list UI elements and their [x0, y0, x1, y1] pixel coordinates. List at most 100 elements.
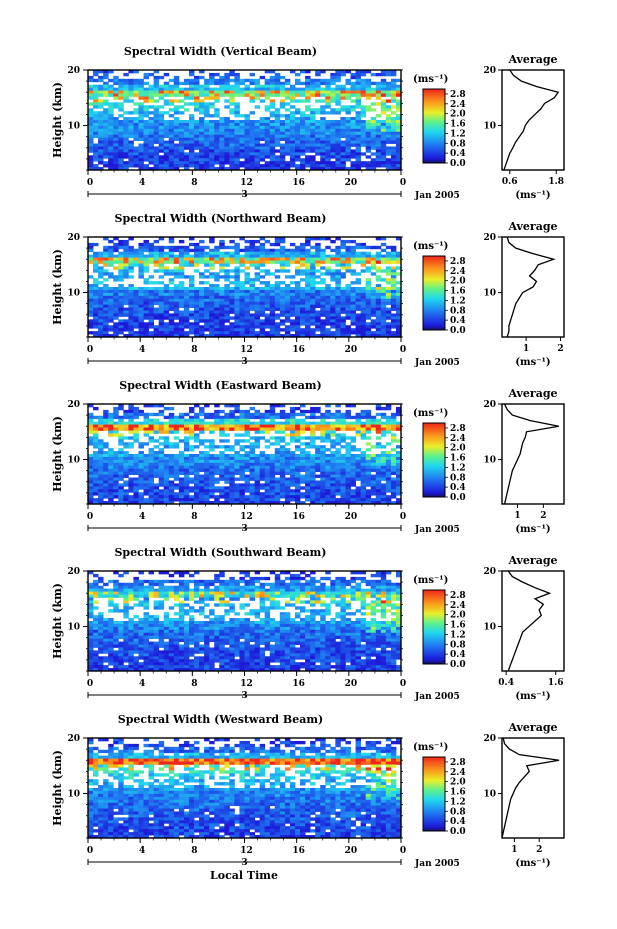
heatmap-cell — [310, 117, 316, 121]
heatmap-cell — [325, 316, 331, 320]
heatmap-cell — [264, 93, 271, 97]
heatmap-cell — [88, 456, 94, 461]
heatmap-cell — [158, 120, 165, 124]
heatmap-cell — [173, 486, 180, 490]
heatmap-cell — [219, 254, 225, 258]
heatmap-cell — [355, 167, 362, 171]
heatmap-cell — [143, 404, 149, 408]
heatmap-cell — [143, 486, 149, 490]
heatmap-cell — [93, 70, 99, 74]
heatmap-cell — [138, 319, 144, 323]
heatmap-cell — [168, 143, 175, 147]
heatmap-cell — [345, 131, 351, 136]
heatmap-cell — [209, 489, 215, 493]
heatmap-cell — [325, 260, 331, 264]
heatmap-cell — [274, 462, 281, 467]
heatmap-cell — [103, 245, 109, 250]
heatmap-cell — [244, 322, 250, 326]
heatmap-cell — [254, 325, 261, 329]
heatmap-cell — [289, 459, 296, 464]
heatmap-cell — [224, 492, 230, 496]
heatmap-cell — [274, 316, 281, 320]
heatmap-cell — [239, 125, 245, 130]
heatmap-cell — [163, 254, 170, 258]
heatmap-cell — [234, 131, 240, 136]
heatmap-cell — [229, 310, 235, 314]
heatmap-cell — [188, 304, 195, 308]
heatmap-cell — [209, 307, 215, 311]
heatmap-cell — [244, 90, 250, 94]
heatmap-cell — [214, 260, 220, 264]
heatmap-cell — [199, 295, 205, 300]
heatmap-cell — [310, 486, 316, 490]
heatmap-cell — [305, 427, 311, 431]
heatmap-cell — [108, 459, 114, 464]
heatmap-cell — [93, 468, 99, 473]
heatmap-cell — [335, 471, 341, 475]
heatmap-cell — [128, 254, 134, 258]
y-axis-label: Height (km) — [51, 82, 64, 158]
heatmap-cell — [183, 87, 190, 91]
heatmap-cell — [143, 99, 149, 103]
heatmap-cell — [224, 81, 230, 86]
heatmap-cell — [88, 120, 94, 124]
heatmap-cell — [183, 421, 190, 425]
heatmap-cell — [375, 421, 382, 425]
heatmap-cell — [279, 263, 286, 267]
heatmap-cell — [214, 140, 220, 144]
heatmap-cell — [370, 122, 377, 127]
heatmap-cell — [294, 433, 301, 437]
heatmap-cell — [380, 125, 387, 130]
heatmap-cell — [279, 489, 286, 493]
heatmap-cell — [234, 281, 240, 285]
heatmap-cell — [209, 331, 215, 335]
heatmap-cell — [224, 117, 230, 121]
heatmap-cell — [239, 412, 245, 417]
heatmap-cell — [395, 465, 402, 470]
heatmap-cell — [204, 295, 210, 300]
heatmap-cell — [365, 448, 372, 452]
heatmap-cell — [335, 237, 341, 241]
heatmap-cell — [330, 295, 336, 300]
heatmap-cell — [88, 292, 94, 297]
heatmap-cell — [234, 468, 240, 473]
heatmap-cell — [315, 245, 321, 250]
heatmap-cell — [214, 87, 220, 91]
heatmap-cell — [123, 245, 129, 250]
heatmap-cell — [123, 415, 129, 420]
heatmap-cell — [350, 143, 356, 147]
heatmap-cell — [103, 483, 109, 487]
heatmap-cell — [355, 260, 362, 264]
heatmap-cell — [108, 483, 114, 487]
colorbar-tick-label: 2.0 — [450, 110, 466, 120]
heatmap-cell — [188, 409, 195, 414]
heatmap-cell — [128, 287, 134, 291]
heatmap-cell — [294, 87, 301, 91]
heatmap-cell — [355, 134, 362, 139]
heatmap-cell — [350, 310, 356, 314]
heatmap-cell — [183, 81, 190, 86]
heatmap-cell — [294, 492, 301, 496]
heatmap-cell — [234, 128, 240, 133]
heatmap-cell — [183, 412, 190, 417]
average-x-axis-label: (ms⁻¹) — [515, 190, 550, 201]
heatmap-cells — [88, 404, 402, 505]
heatmap-cell — [194, 436, 200, 440]
heatmap-cell — [194, 260, 200, 264]
heatmap-cell — [274, 456, 281, 461]
heatmap-cell — [123, 248, 129, 253]
heatmap-cell — [375, 120, 382, 124]
heatmap-cell — [209, 257, 215, 261]
heatmap-cell — [214, 248, 220, 253]
heatmap-cell — [320, 143, 326, 147]
heatmap-cell — [365, 96, 372, 100]
heatmap-cell — [279, 451, 286, 455]
heatmap-cell — [123, 81, 129, 86]
heatmap-cell — [244, 430, 250, 434]
heatmap-cell — [300, 459, 306, 464]
heatmap-cell — [330, 445, 336, 449]
heatmap-cell — [300, 486, 306, 490]
heatmap-cell — [103, 260, 109, 264]
heatmap-cell — [395, 155, 402, 159]
heatmap-cell — [279, 415, 286, 420]
